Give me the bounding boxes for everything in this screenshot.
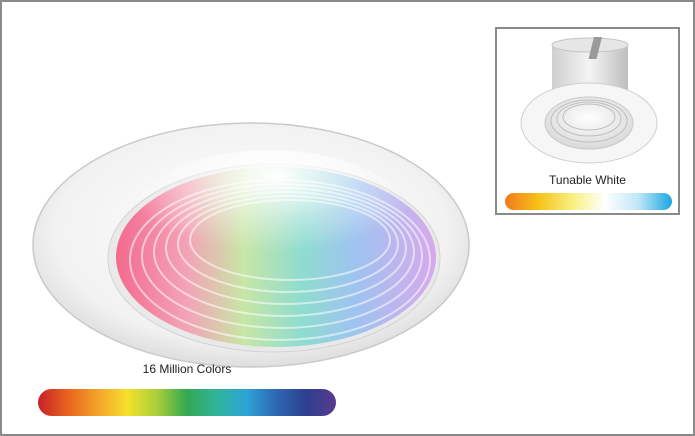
tunable-caption: Tunable White <box>549 173 626 187</box>
rgb-downlight-image <box>32 122 470 368</box>
tunable-white-spectrum-bar <box>505 193 672 210</box>
rgb-spectrum-bar <box>38 389 336 416</box>
tunable-white-inset: Tunable White <box>495 27 680 215</box>
rgb-caption: 16 Million Colors <box>142 362 232 376</box>
tunable-downlight-image <box>520 37 658 164</box>
